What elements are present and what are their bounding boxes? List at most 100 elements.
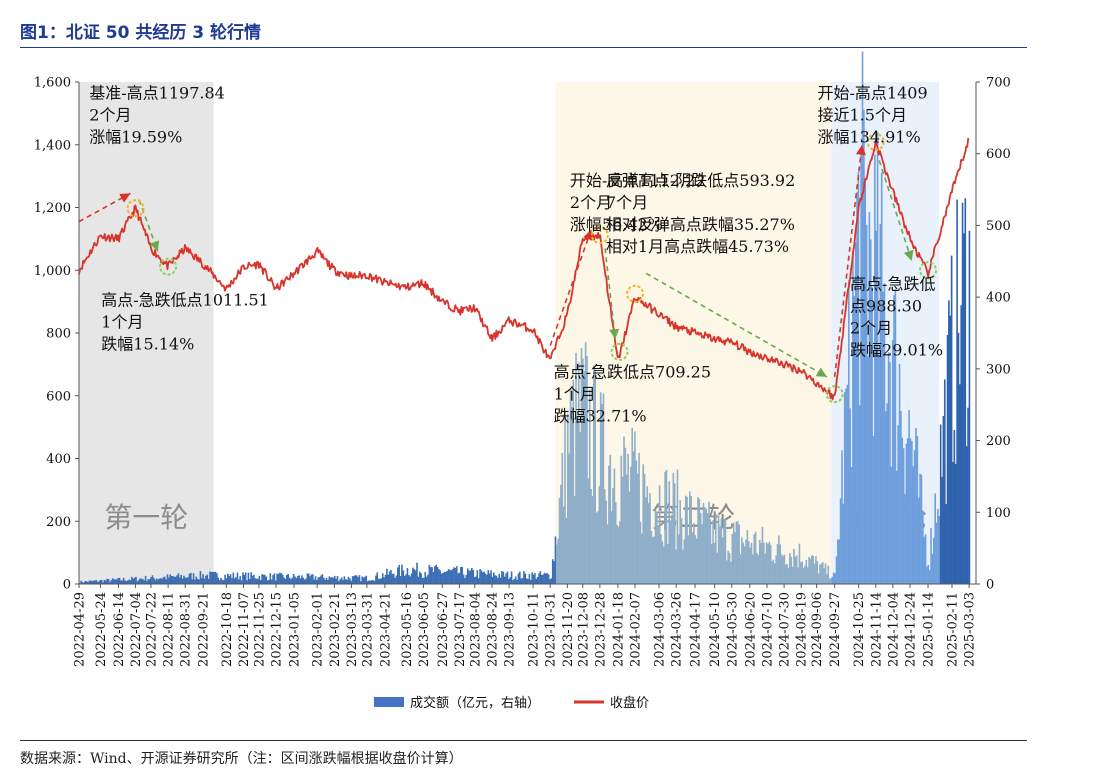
turnover-bar	[760, 542, 762, 584]
turnover-bar	[176, 575, 178, 584]
right-tick-label: 0	[986, 578, 994, 593]
turnover-bar	[99, 580, 102, 584]
turnover-bar	[351, 576, 354, 584]
turnover-bar	[222, 580, 225, 584]
turnover-bar	[287, 573, 289, 584]
annotation-line: 7个月	[606, 193, 648, 212]
turnover-bar	[165, 579, 167, 584]
turnover-bar	[591, 495, 594, 584]
turnover-bar	[305, 578, 307, 584]
turnover-bar	[220, 577, 222, 584]
turnover-bar	[956, 199, 958, 584]
turnover-bar	[752, 554, 754, 584]
legend-label-turnover: 成交额（亿元，右轴）	[410, 695, 540, 711]
turnover-bar	[911, 440, 913, 584]
turnover-bar	[924, 534, 927, 584]
turnover-bar	[307, 573, 310, 584]
turnover-bar	[279, 572, 281, 584]
turnover-bar	[349, 578, 351, 584]
turnover-bar	[87, 581, 89, 584]
annotation-line: 2个月	[570, 193, 612, 212]
turnover-bar	[251, 575, 254, 584]
turnover-bar	[616, 524, 618, 584]
turnover-bar	[547, 574, 550, 584]
turnover-bar	[335, 578, 337, 584]
turnover-bar	[735, 521, 738, 584]
x-tick-label: 2022-09-21	[197, 592, 212, 667]
turning-point-marker	[825, 385, 844, 404]
turnover-bar	[597, 511, 599, 584]
turnover-bar	[894, 289, 897, 584]
turnover-bar	[384, 574, 387, 584]
turnover-bar	[238, 579, 240, 584]
turnover-bar	[242, 572, 244, 584]
turnover-bar	[647, 503, 650, 584]
x-tick-label: 2023-08-04	[468, 592, 483, 667]
turnover-bar	[564, 411, 566, 584]
turnover-bar	[698, 499, 701, 584]
turnover-bar	[905, 443, 908, 584]
turnover-bar	[800, 562, 802, 584]
turnover-bar	[724, 519, 727, 584]
turnover-bar	[202, 574, 204, 584]
turnover-bar	[184, 577, 187, 584]
turnover-bar	[869, 239, 872, 585]
turnover-bar	[153, 577, 155, 584]
turnover-bar	[810, 555, 813, 584]
turnover-bar	[769, 544, 772, 584]
turnover-bar	[358, 575, 361, 584]
turnover-bar	[110, 580, 113, 584]
turnover-bar	[621, 476, 624, 584]
turnover-bar	[780, 554, 783, 584]
turnover-bar	[860, 151, 862, 584]
turnover-bar	[369, 580, 372, 584]
turnover-bar	[915, 427, 917, 584]
turnover-bar	[233, 578, 236, 584]
turnover-bar	[414, 570, 417, 584]
x-tick-label: 2024-02-07	[629, 592, 644, 667]
turnover-bar	[706, 513, 709, 584]
turnover-bar	[432, 572, 435, 584]
turnover-bar	[512, 580, 514, 584]
turning-point-marker	[866, 132, 885, 151]
x-tick-label: 2024-11-14	[869, 592, 884, 667]
turnover-bar	[679, 500, 681, 584]
turnover-bar	[632, 451, 635, 584]
turnover-bar	[443, 571, 446, 584]
turnover-bar	[131, 576, 133, 584]
turnover-bar	[139, 578, 141, 584]
legend-label-close: 收盘价	[610, 695, 649, 711]
turnover-bar	[471, 567, 473, 584]
turnover-bar	[528, 574, 531, 584]
turnover-bar	[339, 579, 342, 584]
turnover-bar	[878, 355, 880, 584]
turnover-bar	[837, 539, 839, 584]
turnover-bar	[313, 579, 315, 584]
turnover-bar	[520, 578, 522, 584]
turnover-bar	[882, 291, 884, 584]
turnover-bar	[830, 578, 832, 584]
x-tick-label: 2024-08-19	[795, 592, 810, 667]
turnover-bar	[254, 578, 257, 584]
turnover-bar	[687, 535, 690, 584]
turnover-bar	[775, 555, 777, 584]
turnover-bar	[324, 579, 326, 584]
turnover-bar	[513, 578, 516, 584]
turnover-bar	[284, 578, 287, 584]
turnover-bar	[783, 554, 786, 584]
turnover-bar	[649, 493, 651, 584]
turnover-bar	[709, 519, 712, 584]
turnover-bar	[508, 579, 510, 584]
x-tick-label: 2023-03-31	[360, 592, 375, 667]
turnover-bar	[779, 544, 782, 584]
turnover-bar	[151, 575, 154, 584]
turnover-bar	[641, 533, 643, 584]
turnover-bar	[360, 581, 362, 584]
left-tick-label: 1,000	[34, 264, 71, 279]
turnover-bar	[147, 579, 150, 584]
turnover-bar	[693, 523, 695, 584]
turnover-bar	[719, 526, 721, 584]
turnover-bar	[883, 283, 886, 584]
turnover-bar	[801, 561, 803, 584]
turnover-bar	[213, 572, 215, 584]
